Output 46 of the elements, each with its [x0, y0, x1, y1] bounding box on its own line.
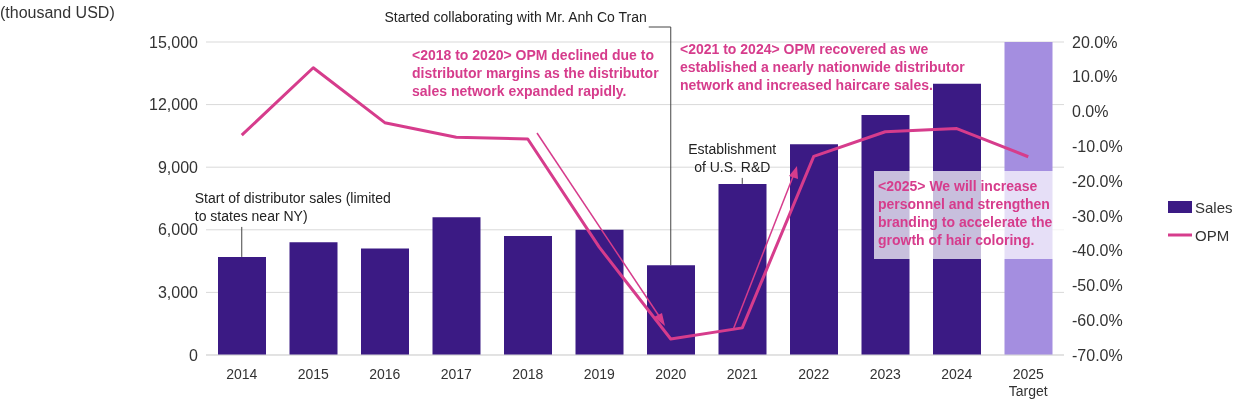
y-tick-label: 3,000 — [157, 284, 199, 302]
y2-tick-label: 0.0% — [1072, 103, 1109, 121]
x-tick-label: 2016 — [369, 366, 401, 382]
x-tick-label: 2020 — [655, 366, 687, 382]
y-axis-title: (thousand USD) — [0, 4, 115, 22]
bar — [361, 248, 409, 355]
x-tick-label: 2023 — [869, 366, 902, 382]
y-tick-label: 15,000 — [149, 33, 199, 51]
y2-tick-label: -20.0% — [1072, 172, 1123, 190]
x-tick-label: 2014 — [226, 366, 258, 382]
x-tick-label: 2024 — [941, 366, 973, 382]
y2-tick-label: -60.0% — [1072, 311, 1123, 329]
y-tick-label: 9,000 — [157, 158, 199, 176]
bar — [790, 144, 838, 355]
bar — [647, 265, 695, 355]
y2-tick-label: -30.0% — [1072, 207, 1123, 225]
y2-tick-label: -50.0% — [1072, 277, 1123, 295]
x-tick-label: 2021 — [726, 366, 759, 382]
x-tick-label: 2015 — [297, 366, 330, 382]
y-tick-label: 0 — [189, 346, 199, 364]
x-tick-label: 2018 — [512, 366, 544, 382]
y2-tick-label: -10.0% — [1072, 138, 1123, 156]
bar — [504, 236, 552, 355]
x-tick-label: 2017 — [440, 366, 473, 382]
y2-tick-label: 10.0% — [1072, 68, 1118, 86]
y-tick-label: 6,000 — [157, 221, 199, 239]
x-tick-label: 2022 — [798, 366, 830, 382]
bar — [575, 229, 624, 355]
annotation: <2021 to 2024> OPM recovered as we established a nearly nationwide distributor network and increased haircare sales. — [680, 40, 966, 94]
bar — [289, 242, 338, 355]
bar — [218, 256, 266, 355]
bar — [432, 217, 481, 355]
annotation: Start of distributor sales (limited to states near NY) — [194, 188, 392, 224]
y-tick-label: 12,000 — [149, 96, 199, 114]
annotation: Started collaborating with Mr. Anh Co Tran — [383, 8, 647, 26]
annotation: <2025> We will increase personnel and strengthen branding to accelerate the growth of hair coloring. — [874, 171, 1067, 259]
x-tick-label: 2025 Target — [1008, 366, 1048, 399]
annotation: <2018 to 2020> OPM declined due to distributor margins as the distributor sales network expanded rapidly. — [412, 46, 660, 100]
x-tick-label: 2019 — [583, 366, 616, 382]
annotation: Establishment of U.S. R&D — [687, 139, 778, 176]
bar — [718, 183, 767, 355]
y2-tick-label: 20.0% — [1072, 33, 1118, 51]
y2-tick-label: -70.0% — [1072, 346, 1123, 364]
legend-label: Sales — [1195, 198, 1233, 216]
legend-label: OPM — [1195, 226, 1230, 244]
y2-tick-label: -40.0% — [1072, 242, 1123, 260]
